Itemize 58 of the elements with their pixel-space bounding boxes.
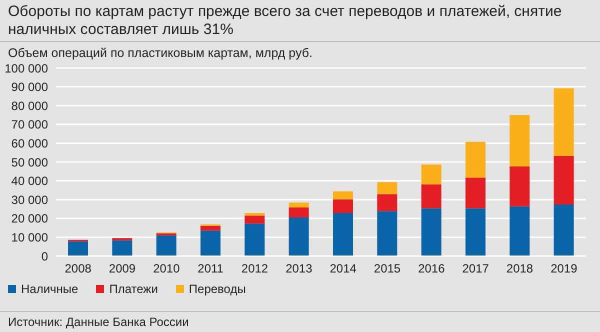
y-tick-label: 50 000 xyxy=(11,155,48,170)
x-tick-label: 2010 xyxy=(153,262,180,276)
x-tick-label: 2014 xyxy=(330,262,357,276)
bar xyxy=(200,226,220,231)
x-tick-label: 2009 xyxy=(108,262,136,276)
bar xyxy=(510,166,530,206)
bar xyxy=(244,224,265,256)
bar xyxy=(466,142,486,178)
y-tick-label: 40 000 xyxy=(11,174,48,188)
bar xyxy=(244,212,265,216)
y-tick-label: 30 000 xyxy=(11,192,48,207)
x-tick-label: 2015 xyxy=(374,262,401,276)
x-tick-label: 2016 xyxy=(418,262,446,276)
bar xyxy=(200,230,220,256)
bar xyxy=(377,194,398,212)
x-tick-label: 2017 xyxy=(462,262,490,276)
bar xyxy=(156,235,176,256)
bar xyxy=(554,204,574,256)
bar xyxy=(112,240,132,256)
bar xyxy=(466,178,486,208)
chart-subtitle: Объем операций по пластиковым картам, млрд руб. xyxy=(7,45,314,60)
bar xyxy=(510,206,530,256)
x-tick-label: 2018 xyxy=(506,262,534,276)
bar xyxy=(288,207,309,218)
bar xyxy=(333,199,353,213)
legend-label: Платежи xyxy=(109,282,158,296)
y-tick-label: 80 000 xyxy=(11,98,48,113)
y-tick-label: 100 000 xyxy=(4,61,48,76)
bar xyxy=(466,208,486,256)
x-tick-label: 2012 xyxy=(241,262,268,276)
x-tick-label: 2011 xyxy=(198,262,224,276)
bar xyxy=(244,216,265,224)
y-tick-label: 10 000 xyxy=(11,230,48,244)
bar xyxy=(68,241,88,256)
x-tick-label: 2008 xyxy=(64,262,92,276)
bar xyxy=(421,208,442,256)
chart-title: Обороты по картам растут прежде всего за счет переводов и платежей, снятие наличных составляет лишь 31% xyxy=(0,0,600,42)
y-tick-label: 90 000 xyxy=(11,80,48,94)
bar xyxy=(288,202,309,208)
legend-label: Наличные xyxy=(21,282,78,296)
bar xyxy=(333,191,353,200)
y-tick-label: 60 000 xyxy=(11,136,48,150)
y-tick-label: 0 xyxy=(41,249,48,264)
x-tick-label: 2019 xyxy=(550,262,578,276)
y-tick-label: 20 000 xyxy=(11,212,48,226)
bar xyxy=(333,212,353,256)
legend-label: Переводы xyxy=(188,282,246,296)
bar xyxy=(510,115,530,167)
bar xyxy=(554,156,574,204)
bar xyxy=(377,182,398,194)
x-tick-label: 2013 xyxy=(286,262,313,276)
bar xyxy=(288,217,309,256)
bar xyxy=(554,88,574,156)
bar xyxy=(421,184,442,208)
text: Источник: Данные Банка России xyxy=(0,311,600,332)
bar xyxy=(421,164,442,185)
y-tick-label: 70 000 xyxy=(11,118,48,132)
bar xyxy=(377,211,398,256)
